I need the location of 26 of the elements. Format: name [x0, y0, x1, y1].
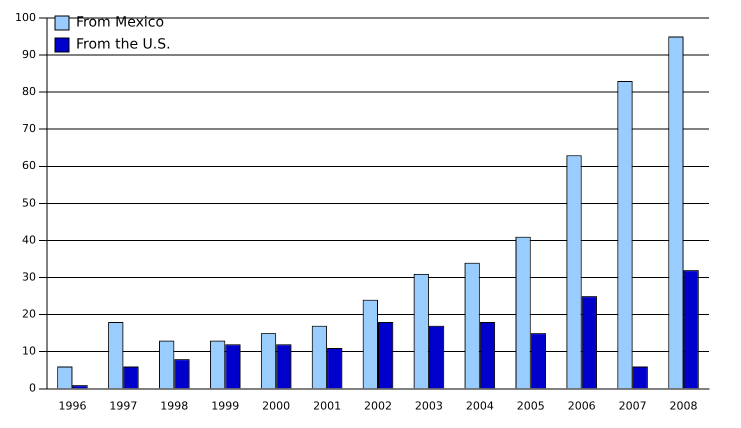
y-tick-label: 0 [28, 382, 36, 395]
x-tick-label: 2000 [262, 399, 290, 412]
y-tick-label: 40 [22, 233, 36, 246]
x-tick-label: 1996 [58, 399, 86, 412]
x-tick-label: 2005 [516, 399, 545, 412]
x-tick-label: 2001 [313, 399, 342, 412]
x-tick-label: 2002 [364, 399, 392, 412]
x-tick-label: 2003 [414, 399, 443, 412]
x-tick-label: 2007 [618, 399, 647, 412]
y-tick-label: 70 [22, 122, 36, 136]
x-tick-label: 1997 [109, 399, 138, 412]
x-tick-label: 2006 [568, 399, 596, 412]
y-tick-label: 10 [22, 344, 36, 358]
y-tick-label: 90 [22, 48, 36, 61]
x-tick-label: 1999 [211, 399, 240, 412]
y-tick-label: 80 [22, 85, 36, 98]
y-tick-label: 30 [22, 270, 36, 284]
y-tick-label: 20 [22, 308, 36, 320]
x-tick-label: 2008 [670, 399, 698, 412]
y-tick-label: 60 [22, 159, 36, 172]
x-tick-label: 2004 [466, 399, 494, 412]
y-tick-label: 100 [14, 10, 36, 24]
legend-label: From Mexico [76, 14, 164, 31]
y-tick-label: 50 [22, 196, 36, 210]
x-tick-label: 1998 [160, 399, 188, 412]
legend-label: From the U.S. [76, 36, 171, 53]
